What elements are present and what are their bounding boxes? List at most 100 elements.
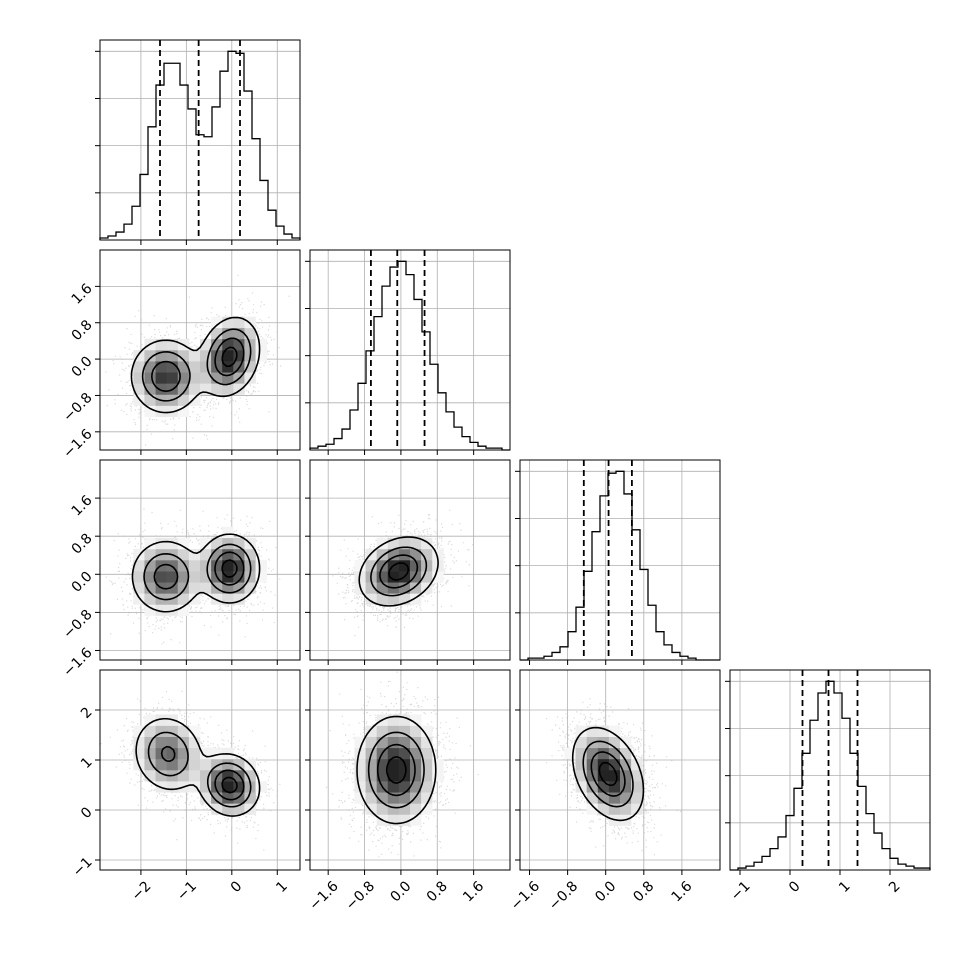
density-panel-2-3 bbox=[305, 459, 511, 665]
density-panel-1-2 bbox=[95, 249, 301, 455]
density-bin bbox=[586, 792, 599, 804]
y-tick-label-row2-3: 0.8 bbox=[69, 317, 96, 344]
density-bin bbox=[365, 582, 377, 594]
x-tick-label-col3-4: 1.6 bbox=[668, 878, 695, 905]
density-bin bbox=[133, 350, 145, 362]
panel-frame bbox=[99, 459, 301, 661]
density-bin bbox=[144, 350, 156, 362]
x-tick-label-col2-1: −0.8 bbox=[343, 878, 378, 913]
density-bin bbox=[575, 725, 587, 737]
density-bin bbox=[188, 747, 201, 760]
x-tick-label-col2-2: 0.0 bbox=[387, 878, 414, 905]
density-bin bbox=[365, 560, 377, 572]
density-bin bbox=[133, 372, 145, 384]
panel-content bbox=[100, 670, 300, 870]
histogram-step bbox=[730, 680, 931, 871]
y-tick-label-row2-1: −0.8 bbox=[60, 390, 95, 425]
density-bin bbox=[144, 548, 156, 561]
y-tick-label-row3-4: 1.6 bbox=[69, 492, 96, 519]
contour-level-3 bbox=[590, 751, 626, 797]
density-bin bbox=[133, 383, 145, 395]
density-bin bbox=[244, 792, 256, 804]
density-bin bbox=[564, 747, 576, 760]
density-bin bbox=[188, 372, 201, 384]
density-bin bbox=[575, 747, 587, 760]
density-bin bbox=[177, 383, 190, 395]
density-bin bbox=[144, 758, 156, 771]
y-tick-label-row4-3: 2 bbox=[78, 704, 96, 722]
density-bin bbox=[200, 582, 212, 594]
density-bin bbox=[222, 792, 234, 804]
density-bin bbox=[144, 770, 156, 782]
contour-level-1 bbox=[135, 717, 261, 817]
density-bin bbox=[188, 361, 201, 373]
density-bin bbox=[354, 560, 366, 572]
density-bin bbox=[244, 548, 256, 561]
density-bin bbox=[398, 803, 411, 815]
density-bin bbox=[608, 770, 621, 782]
density-bin bbox=[608, 736, 621, 749]
density-bin bbox=[597, 803, 610, 815]
density-bin bbox=[155, 383, 167, 395]
density-bin bbox=[432, 548, 444, 561]
density-bin bbox=[376, 725, 389, 737]
density-bin bbox=[177, 560, 190, 572]
density-bin bbox=[387, 548, 400, 561]
x-tick-label-col1-0: −2 bbox=[129, 878, 155, 904]
density-bin bbox=[177, 747, 190, 760]
density-bin bbox=[133, 593, 145, 605]
density-bin bbox=[188, 548, 201, 561]
density-bin bbox=[376, 537, 389, 550]
density-bin bbox=[200, 781, 212, 793]
density-bin bbox=[244, 372, 256, 384]
density-bin bbox=[211, 781, 223, 793]
density-bin bbox=[233, 338, 245, 351]
density-bin bbox=[155, 714, 167, 726]
density-bin bbox=[620, 747, 632, 760]
density-bin bbox=[597, 747, 610, 760]
panel-frame bbox=[309, 669, 511, 871]
density-bin bbox=[354, 736, 366, 749]
density-bin bbox=[166, 361, 179, 373]
density-bin bbox=[233, 582, 245, 594]
density-bin bbox=[608, 803, 621, 815]
contour-level-1 bbox=[356, 715, 437, 825]
density-bin bbox=[376, 803, 389, 815]
density-bin bbox=[376, 571, 389, 583]
density-bin bbox=[365, 770, 377, 782]
density-bin bbox=[387, 758, 400, 771]
density-bin bbox=[155, 770, 167, 782]
density-bin bbox=[200, 548, 212, 561]
density-bin bbox=[398, 814, 411, 826]
density-bin bbox=[222, 383, 234, 395]
density-bin bbox=[144, 604, 156, 616]
density-bin bbox=[244, 316, 256, 329]
density-bin bbox=[620, 758, 632, 771]
density-bin bbox=[575, 781, 587, 793]
density-bin bbox=[211, 327, 223, 340]
density-bin bbox=[133, 582, 145, 594]
density-bin bbox=[421, 792, 433, 804]
density-bin bbox=[410, 770, 422, 782]
panel-frame bbox=[99, 669, 301, 871]
density-bin bbox=[410, 537, 422, 550]
density-bin bbox=[222, 316, 234, 329]
density-bin bbox=[222, 582, 234, 594]
density-bin bbox=[398, 781, 411, 793]
panel-content bbox=[310, 460, 510, 660]
contour-level-1 bbox=[131, 533, 261, 613]
density-bin bbox=[133, 560, 145, 572]
y-tick-label-row4-2: 1 bbox=[78, 754, 96, 772]
contour-level-4 bbox=[598, 761, 618, 787]
density-bin bbox=[144, 725, 156, 737]
density-bin bbox=[410, 803, 422, 815]
density-bin bbox=[200, 758, 212, 771]
density-bin bbox=[233, 548, 245, 561]
density-bin bbox=[421, 781, 433, 793]
density-bin bbox=[200, 383, 212, 395]
y-tick-label-row4-1: 0 bbox=[78, 804, 96, 822]
density-bin bbox=[166, 747, 179, 760]
density-bin bbox=[188, 350, 201, 362]
density-bin bbox=[188, 582, 201, 594]
